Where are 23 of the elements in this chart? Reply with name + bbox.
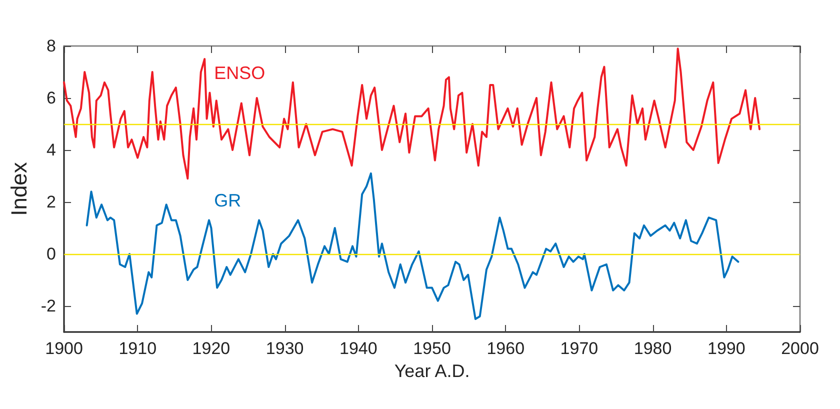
x-tick-label: 1950 <box>413 339 451 358</box>
series-label: ENSO <box>214 63 266 84</box>
x-tick-label: 1980 <box>634 339 672 358</box>
line-series <box>86 172 740 320</box>
x-tick-label: 1910 <box>118 339 157 358</box>
line-series <box>63 48 761 180</box>
x-tick-label: 1930 <box>266 339 304 358</box>
x-tick-label: 1920 <box>192 339 230 358</box>
x-tick-label: 2000 <box>781 339 819 358</box>
series-label: GR <box>214 190 242 211</box>
x-tick-label: 1990 <box>707 339 746 358</box>
x-axis-title: Year A.D. <box>394 360 470 381</box>
y-tick-label: 6 <box>46 88 56 108</box>
x-tick-label: 1970 <box>560 339 598 358</box>
y-tick-label: 8 <box>46 36 56 56</box>
y-tick-label: -2 <box>40 296 56 316</box>
y-tick-label: 4 <box>46 140 56 160</box>
x-tick-label: 1940 <box>339 339 378 358</box>
y-tick-label: 2 <box>46 192 56 212</box>
x-tick-label: 1960 <box>486 339 525 358</box>
y-axis-title: Index <box>6 162 32 216</box>
y-tick-label: 0 <box>46 244 56 264</box>
x-tick-label: 1900 <box>45 339 83 358</box>
